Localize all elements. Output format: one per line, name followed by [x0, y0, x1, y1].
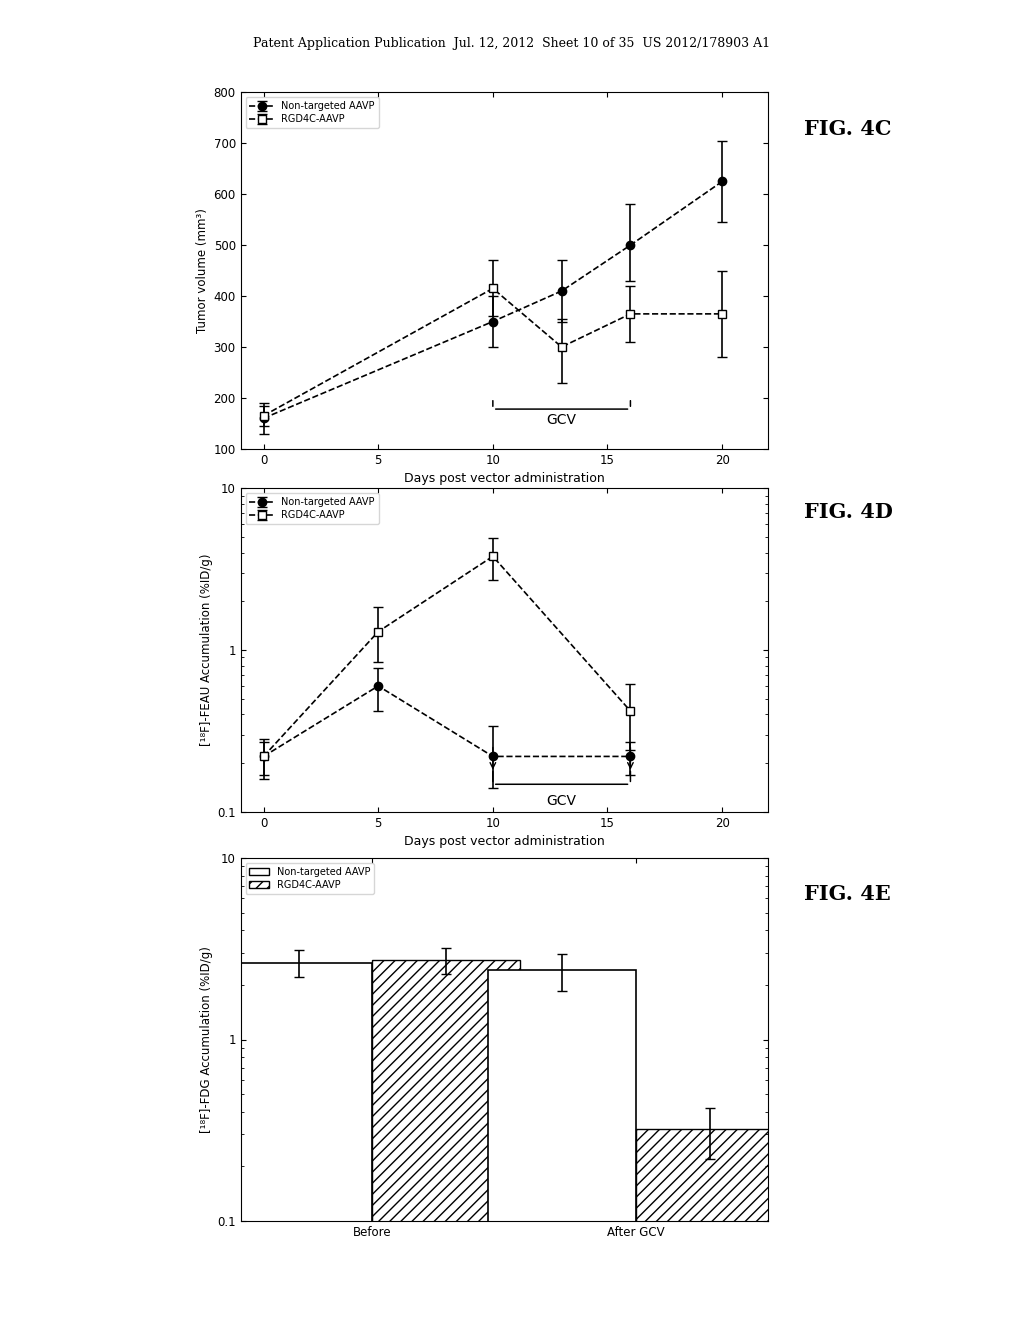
Text: FIG. 4D: FIG. 4D — [804, 502, 893, 521]
Y-axis label: Tumor volume (mm³): Tumor volume (mm³) — [197, 209, 209, 333]
X-axis label: Days post vector administration: Days post vector administration — [403, 473, 605, 486]
Y-axis label: [¹⁸F]-FDG Accumulation (%ID/g): [¹⁸F]-FDG Accumulation (%ID/g) — [200, 946, 213, 1133]
Text: FIG. 4E: FIG. 4E — [804, 884, 891, 904]
Bar — [488, 970, 636, 1320]
Text: GCV: GCV — [547, 795, 577, 808]
Text: Patent Application Publication  Jul. 12, 2012  Sheet 10 of 35  US 2012/178903 A1: Patent Application Publication Jul. 12, … — [253, 37, 771, 50]
Bar — [225, 962, 373, 1320]
X-axis label: Days post vector administration: Days post vector administration — [403, 836, 605, 849]
Bar — [636, 1130, 783, 1320]
Y-axis label: [¹⁸F]-FEAU Accumulation (%ID/g): [¹⁸F]-FEAU Accumulation (%ID/g) — [200, 554, 213, 746]
Text: FIG. 4C: FIG. 4C — [804, 119, 891, 139]
Legend: Non-targeted AAVP, RGD4C-AAVP: Non-targeted AAVP, RGD4C-AAVP — [246, 494, 379, 524]
Bar — [373, 960, 520, 1320]
Text: GCV: GCV — [547, 413, 577, 428]
Legend: Non-targeted AAVP, RGD4C-AAVP: Non-targeted AAVP, RGD4C-AAVP — [246, 863, 374, 894]
Legend: Non-targeted AAVP, RGD4C-AAVP: Non-targeted AAVP, RGD4C-AAVP — [246, 98, 379, 128]
